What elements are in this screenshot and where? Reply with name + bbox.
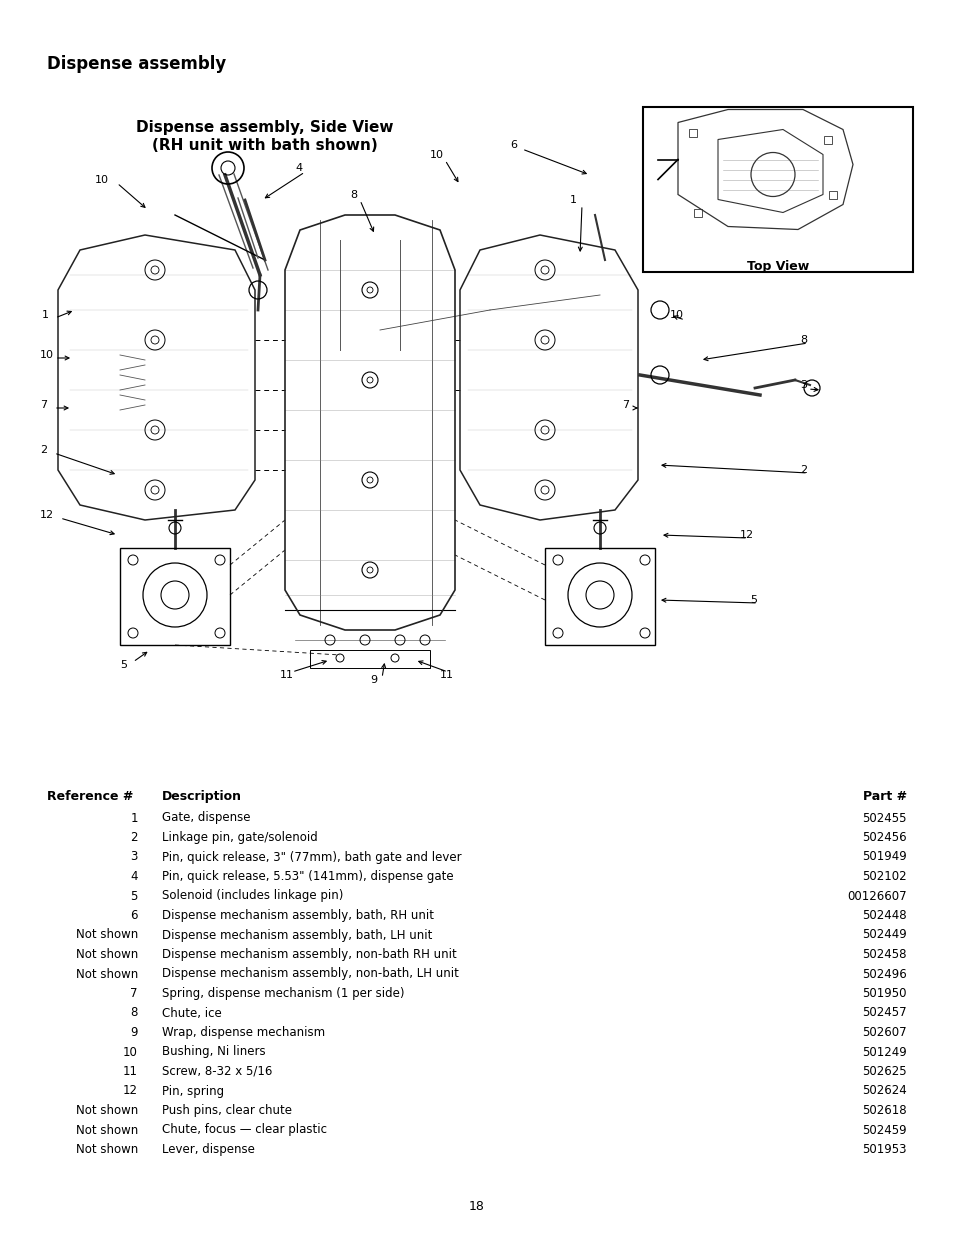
Bar: [828, 190, 836, 199]
Text: 11: 11: [123, 1065, 138, 1078]
Bar: [823, 136, 831, 143]
Bar: [310, 650, 430, 668]
Text: Push pins, clear chute: Push pins, clear chute: [162, 1104, 292, 1116]
Text: Dispense assembly, Side View: Dispense assembly, Side View: [136, 120, 394, 135]
Text: 10: 10: [40, 350, 54, 359]
Text: 502459: 502459: [862, 1124, 906, 1136]
Text: 502448: 502448: [862, 909, 906, 923]
Text: 502455: 502455: [862, 811, 906, 825]
Text: 10: 10: [95, 175, 109, 185]
Text: Not shown: Not shown: [75, 1124, 138, 1136]
Text: Dispense assembly: Dispense assembly: [47, 56, 226, 73]
Text: 12: 12: [40, 510, 54, 520]
Text: Not shown: Not shown: [75, 1104, 138, 1116]
Text: 5: 5: [120, 659, 127, 671]
Text: 12: 12: [123, 1084, 138, 1098]
Text: Chute, focus — clear plastic: Chute, focus — clear plastic: [162, 1124, 327, 1136]
Bar: [688, 128, 697, 137]
Text: (RH unit with bath shown): (RH unit with bath shown): [152, 138, 377, 153]
Text: 4: 4: [294, 163, 302, 173]
Text: Gate, dispense: Gate, dispense: [162, 811, 251, 825]
Text: 2: 2: [40, 445, 47, 454]
Text: 18: 18: [469, 1200, 484, 1213]
Text: Linkage pin, gate/solenoid: Linkage pin, gate/solenoid: [162, 831, 317, 844]
Text: Wrap, dispense mechanism: Wrap, dispense mechanism: [162, 1026, 325, 1039]
Text: Description: Description: [162, 790, 242, 803]
Text: 502449: 502449: [862, 929, 906, 941]
Text: 3: 3: [800, 380, 806, 390]
Text: 502625: 502625: [862, 1065, 906, 1078]
Text: 11: 11: [280, 671, 294, 680]
Text: 10: 10: [669, 310, 683, 320]
Text: Dispense mechanism assembly, non-bath, LH unit: Dispense mechanism assembly, non-bath, L…: [162, 967, 458, 981]
Text: Dispense mechanism assembly, bath, LH unit: Dispense mechanism assembly, bath, LH un…: [162, 929, 432, 941]
Text: 502456: 502456: [862, 831, 906, 844]
Text: 9: 9: [131, 1026, 138, 1039]
Text: Top View: Top View: [746, 261, 808, 273]
Text: 9: 9: [370, 676, 376, 685]
Text: Spring, dispense mechanism (1 per side): Spring, dispense mechanism (1 per side): [162, 987, 404, 1000]
Text: 502458: 502458: [862, 948, 906, 961]
Bar: [642, 107, 912, 272]
Text: 501950: 501950: [862, 987, 906, 1000]
Text: Not shown: Not shown: [75, 1144, 138, 1156]
Text: 502607: 502607: [862, 1026, 906, 1039]
Text: 1: 1: [131, 811, 138, 825]
Text: 6: 6: [510, 140, 517, 149]
Text: Part #: Part #: [862, 790, 906, 803]
Text: 1: 1: [569, 195, 577, 205]
Text: Screw, 8-32 x 5/16: Screw, 8-32 x 5/16: [162, 1065, 273, 1078]
Text: 7: 7: [40, 400, 47, 410]
Text: Solenoid (includes linkage pin): Solenoid (includes linkage pin): [162, 889, 343, 903]
Text: 7: 7: [131, 987, 138, 1000]
Text: 10: 10: [430, 149, 443, 161]
Text: 8: 8: [131, 1007, 138, 1020]
Text: Not shown: Not shown: [75, 929, 138, 941]
Text: Bushing, Ni liners: Bushing, Ni liners: [162, 1046, 265, 1058]
Text: Dispense mechanism assembly, bath, RH unit: Dispense mechanism assembly, bath, RH un…: [162, 909, 434, 923]
Text: Lever, dispense: Lever, dispense: [162, 1144, 254, 1156]
Text: Pin, spring: Pin, spring: [162, 1084, 224, 1098]
Text: 501949: 501949: [862, 851, 906, 863]
Text: Not shown: Not shown: [75, 948, 138, 961]
Text: 5: 5: [131, 889, 138, 903]
Text: 502496: 502496: [862, 967, 906, 981]
Text: 4: 4: [131, 869, 138, 883]
Text: 502618: 502618: [862, 1104, 906, 1116]
Text: 8: 8: [800, 335, 806, 345]
Text: 8: 8: [350, 190, 356, 200]
Bar: [693, 209, 701, 216]
Text: 502102: 502102: [862, 869, 906, 883]
Text: 10: 10: [123, 1046, 138, 1058]
Text: Dispense mechanism assembly, non-bath RH unit: Dispense mechanism assembly, non-bath RH…: [162, 948, 456, 961]
Text: 00126607: 00126607: [846, 889, 906, 903]
Text: 502624: 502624: [862, 1084, 906, 1098]
Text: Not shown: Not shown: [75, 967, 138, 981]
Text: Reference #: Reference #: [47, 790, 133, 803]
Text: Pin, quick release, 3" (77mm), bath gate and lever: Pin, quick release, 3" (77mm), bath gate…: [162, 851, 461, 863]
Text: 1: 1: [42, 310, 49, 320]
Text: 11: 11: [439, 671, 454, 680]
Text: 2: 2: [131, 831, 138, 844]
Text: 501953: 501953: [862, 1144, 906, 1156]
Text: Pin, quick release, 5.53" (141mm), dispense gate: Pin, quick release, 5.53" (141mm), dispe…: [162, 869, 453, 883]
Text: Chute, ice: Chute, ice: [162, 1007, 221, 1020]
Text: 5: 5: [749, 595, 757, 605]
Text: 6: 6: [131, 909, 138, 923]
Text: 12: 12: [740, 530, 753, 540]
Text: 502457: 502457: [862, 1007, 906, 1020]
Text: 7: 7: [621, 400, 628, 410]
Text: 3: 3: [131, 851, 138, 863]
Text: 501249: 501249: [862, 1046, 906, 1058]
Text: 2: 2: [800, 466, 806, 475]
